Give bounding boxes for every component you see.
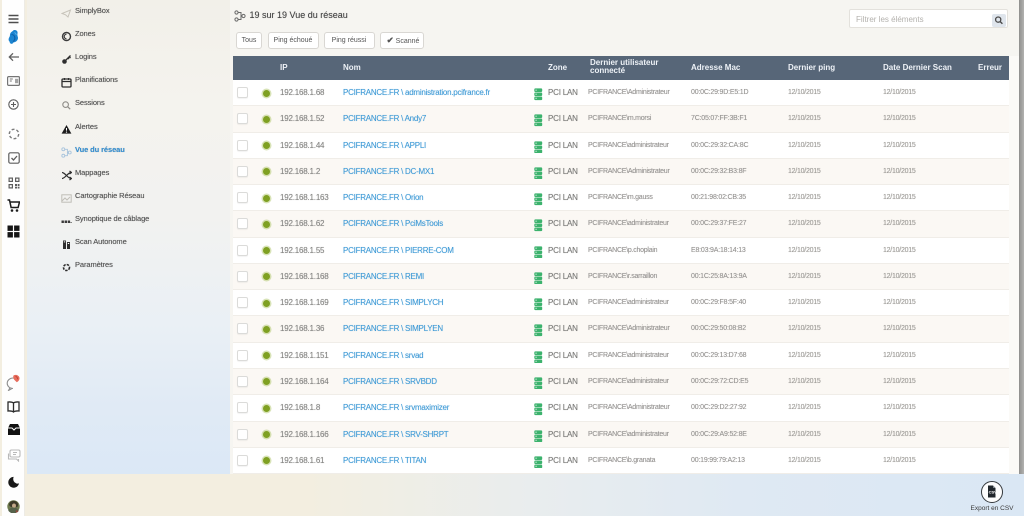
svg-text:CSV: CSV — [989, 490, 998, 495]
